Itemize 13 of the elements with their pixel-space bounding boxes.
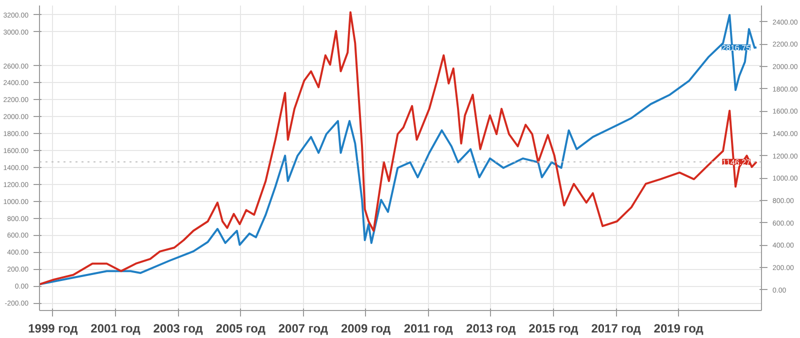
x-tick-label: 2017 год: [591, 322, 642, 336]
x-tick-label: 2007 год: [278, 322, 328, 336]
x-tick-label: 2015 год: [528, 322, 579, 336]
x-tick-label: 2011 год: [404, 322, 454, 336]
x-tick-label: 2003 год: [153, 322, 204, 336]
x-tick-label: 2005 год: [216, 322, 266, 336]
x-tick-label: 2019 год: [654, 322, 704, 336]
annotation: 1146.27: [722, 158, 752, 167]
x-tick-label: 2013 год: [466, 322, 516, 336]
annotation: 2816.75: [722, 43, 752, 52]
x-tick-label: 2001 год: [90, 322, 141, 336]
x-tick-label: 2009 год: [340, 322, 391, 336]
x-tick-label: 1999 год: [28, 322, 78, 336]
